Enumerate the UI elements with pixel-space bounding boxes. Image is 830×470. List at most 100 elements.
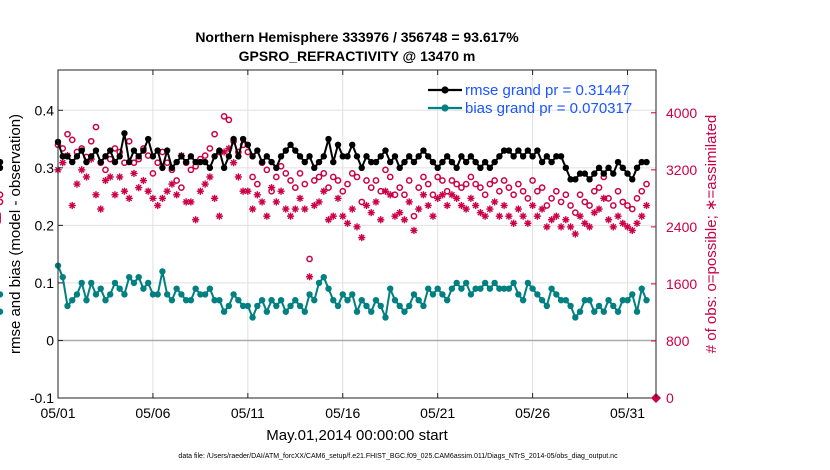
- assimilated-obs-marker: [111, 191, 119, 199]
- bias-data-point: [225, 302, 233, 310]
- bias-data-point: [201, 291, 209, 298]
- bias-data-point: [0, 308, 4, 315]
- bias-data-point: [486, 285, 494, 292]
- y2-tick-label: 3200: [666, 162, 697, 178]
- rmse-data-point: [349, 141, 356, 149]
- possible-obs-marker: [272, 173, 280, 181]
- y2-tick-label: 4000: [666, 105, 697, 121]
- assimilated-obs-marker: [196, 187, 204, 195]
- assimilated-obs-marker: [628, 226, 636, 235]
- legend: rmse grand pr = 0.31447 bias grand pr = …: [428, 82, 632, 117]
- rmse-data-point: [377, 153, 384, 160]
- possible-obs-marker: [481, 191, 489, 199]
- possible-obs-marker: [595, 184, 603, 192]
- rmse-data-point: [387, 158, 394, 166]
- possible-obs-marker: [462, 180, 470, 188]
- possible-obs-marker: [562, 191, 570, 199]
- bias-data-point: [462, 279, 470, 287]
- bias-data-point: [78, 279, 85, 287]
- rmse-data-point: [382, 147, 389, 154]
- bias-data-point: [424, 285, 432, 292]
- assimilated-obs-marker: [514, 205, 522, 213]
- chart-title-line2: GPSRO_REFRACTIVITY @ 13470 m: [239, 48, 476, 64]
- possible-obs-marker: [524, 194, 532, 202]
- assimilated-obs-marker: [173, 191, 181, 199]
- assimilated-obs-marker: [552, 212, 560, 220]
- bias-data-point: [292, 296, 299, 304]
- assimilated-obs-marker: [343, 219, 352, 227]
- possible-obs-marker: [571, 209, 579, 216]
- possible-obs-marker: [348, 170, 356, 177]
- possible-obs-marker: [178, 184, 185, 192]
- assimilated-obs-marker: [642, 201, 651, 210]
- y2-axis-label: # of obs: o=possible; ∗=assimilated: [703, 115, 720, 354]
- x-tick-label: 05/26: [515, 405, 550, 421]
- bias-data-point: [230, 291, 237, 298]
- rmse-data-point: [182, 158, 190, 166]
- possible-obs-marker: [334, 177, 342, 184]
- bias-data-point: [296, 302, 304, 310]
- rmse-data-point: [363, 153, 370, 160]
- possible-obs-marker: [363, 177, 370, 184]
- possible-obs-marker: [538, 184, 546, 192]
- bias-data-point: [330, 296, 337, 304]
- rmse-data-point: [59, 153, 66, 160]
- bias-data-point: [268, 296, 275, 304]
- possible-obs-marker: [0, 191, 4, 199]
- assimilated-obs-marker: [106, 173, 114, 181]
- rmse-data-point: [353, 153, 361, 160]
- rmse-data-point: [453, 164, 460, 172]
- assimilated-obs-marker: [362, 201, 371, 210]
- possible-obs-marker: [557, 198, 565, 206]
- possible-obs-marker: [638, 187, 646, 195]
- assimilated-obs-marker: [400, 216, 409, 224]
- assimilated-obs-marker: [230, 159, 238, 167]
- bias-data-point: [633, 308, 641, 315]
- assimilated-obs-marker: [510, 219, 518, 227]
- rmse-data-point: [443, 153, 451, 160]
- bias-data-point: [64, 302, 71, 310]
- rmse-data-point: [467, 153, 475, 160]
- possible-obs-marker: [529, 177, 536, 184]
- assimilated-obs-marker: [519, 212, 527, 220]
- bias-data-point: [140, 285, 147, 292]
- possible-obs-marker: [643, 180, 650, 188]
- legend-bias-marker: [441, 104, 449, 112]
- rmse-data-point: [287, 141, 294, 149]
- x-tick-label: 05/21: [420, 405, 455, 421]
- rmse-data-point: [140, 147, 147, 154]
- bias-data-point: [244, 302, 252, 310]
- assimilated-obs-marker: [367, 209, 375, 217]
- rmse-data-point: [97, 158, 104, 166]
- rmse-data-point: [92, 147, 100, 154]
- possible-obs-marker: [173, 177, 181, 184]
- possible-obs-marker: [472, 180, 480, 188]
- y2-tick-label: 1600: [666, 276, 697, 292]
- rmse-data-point: [325, 135, 332, 143]
- bias-data-point: [538, 296, 546, 304]
- possible-obs-marker: [325, 184, 332, 192]
- rmse-data-point: [334, 141, 342, 149]
- rmse-data-point: [505, 147, 513, 154]
- assimilated-obs-marker: [258, 198, 266, 206]
- assimilated-obs-marker: [244, 187, 252, 195]
- assimilated-obs-marker: [206, 173, 214, 181]
- possible-obs-marker: [249, 173, 256, 181]
- assimilated-obs-marker: [339, 212, 347, 220]
- assimilated-obs-marker: [457, 201, 466, 210]
- bias-data-point: [467, 291, 475, 298]
- bias-data-point: [277, 296, 285, 304]
- bias-data-point: [472, 285, 479, 292]
- bias-data-point: [344, 296, 351, 304]
- bias-data-point: [73, 291, 81, 298]
- assimilated-obs-marker: [381, 187, 390, 195]
- rmse-data-point: [107, 147, 114, 154]
- bias-data-point: [197, 291, 204, 298]
- rmse-data-point: [562, 164, 570, 172]
- possible-obs-marker: [614, 187, 622, 195]
- rmse-data-point: [258, 158, 266, 166]
- rmse-data-point: [197, 158, 204, 166]
- possible-obs-marker: [315, 173, 323, 181]
- assimilated-obs-marker: [467, 194, 475, 202]
